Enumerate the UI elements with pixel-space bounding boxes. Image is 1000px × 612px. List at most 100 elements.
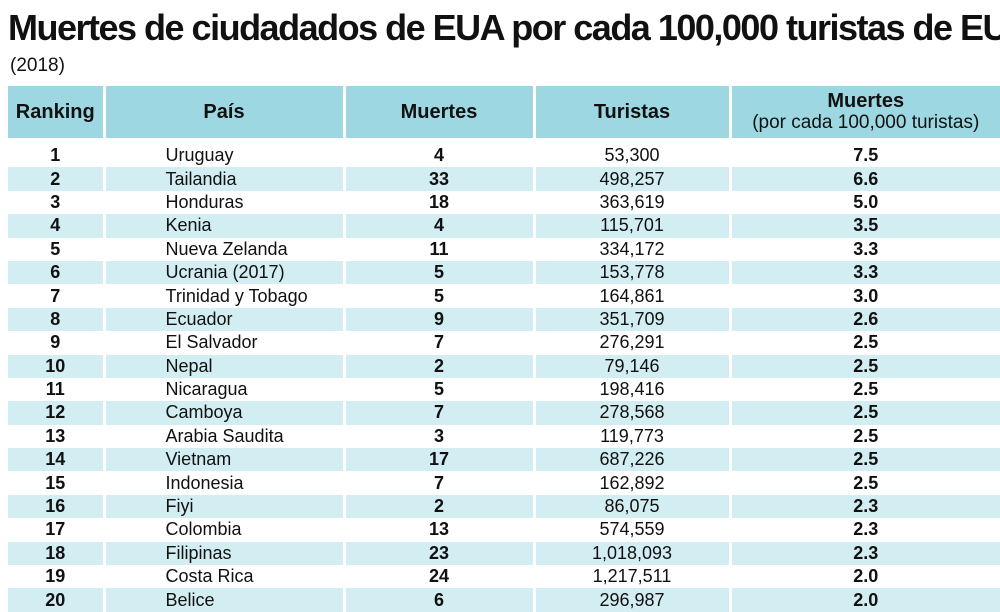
- cell-rank: 7: [8, 284, 104, 307]
- cell-country: Kenia: [104, 214, 344, 237]
- chart-title: Muertes de ciudadados de EUA por cada 10…: [8, 6, 1000, 50]
- cell-rate: 3.5: [730, 214, 1000, 237]
- cell-country: Vietnam: [104, 448, 344, 471]
- cell-deaths: 5: [344, 261, 534, 284]
- cell-rank: 9: [8, 331, 104, 354]
- cell-tourists: 153,778: [534, 261, 730, 284]
- cell-rank: 8: [8, 308, 104, 331]
- cell-rate: 3.3: [730, 261, 1000, 284]
- cell-country: Arabia Saudita: [104, 425, 344, 448]
- cell-deaths: 2: [344, 355, 534, 378]
- cell-rank: 1: [8, 138, 104, 167]
- cell-rank: 6: [8, 261, 104, 284]
- cell-tourists: 1,217,511: [534, 565, 730, 588]
- cell-tourists: 334,172: [534, 238, 730, 261]
- cell-deaths: 18: [344, 191, 534, 214]
- cell-tourists: 162,892: [534, 471, 730, 494]
- cell-country: Indonesia: [104, 471, 344, 494]
- cell-country: Tailandia: [104, 167, 344, 190]
- cell-rank: 5: [8, 238, 104, 261]
- cell-tourists: 79,146: [534, 355, 730, 378]
- header-muertes: Muertes: [344, 86, 534, 138]
- header-rate: Muertes (por cada 100,000 turistas): [730, 86, 1000, 138]
- cell-rate: 3.3: [730, 238, 1000, 261]
- cell-rate: 2.0: [730, 588, 1000, 611]
- cell-rank: 12: [8, 401, 104, 424]
- cell-country: Trinidad y Tobago: [104, 284, 344, 307]
- cell-rank: 10: [8, 355, 104, 378]
- cell-rate: 2.5: [730, 471, 1000, 494]
- header-ranking: Ranking: [8, 86, 104, 138]
- cell-deaths: 4: [344, 214, 534, 237]
- cell-rate: 2.3: [730, 542, 1000, 565]
- cell-tourists: 86,075: [534, 495, 730, 518]
- cell-tourists: 574,559: [534, 518, 730, 541]
- cell-rate: 7.5: [730, 138, 1000, 167]
- cell-rate: 2.0: [730, 565, 1000, 588]
- cell-rank: 16: [8, 495, 104, 518]
- cell-tourists: 351,709: [534, 308, 730, 331]
- cell-deaths: 7: [344, 331, 534, 354]
- cell-deaths: 4: [344, 138, 534, 167]
- table-header-row: Ranking País Muertes Turistas Muertes (p…: [8, 86, 1000, 138]
- cell-country: Camboya: [104, 401, 344, 424]
- cell-rank: 2: [8, 167, 104, 190]
- cell-rank: 4: [8, 214, 104, 237]
- cell-country: Filipinas: [104, 542, 344, 565]
- cell-deaths: 17: [344, 448, 534, 471]
- cell-deaths: 5: [344, 378, 534, 401]
- cell-deaths: 2: [344, 495, 534, 518]
- cell-rank: 15: [8, 471, 104, 494]
- chart-subtitle: (2018): [10, 54, 65, 78]
- cell-country: Fiyi: [104, 495, 344, 518]
- cell-country: Honduras: [104, 191, 344, 214]
- cell-deaths: 3: [344, 425, 534, 448]
- cell-rank: 18: [8, 542, 104, 565]
- cell-rate: 6.6: [730, 167, 1000, 190]
- header-rate-label: Muertes: [827, 90, 904, 112]
- cell-tourists: 115,701: [534, 214, 730, 237]
- cell-country: Nueva Zelanda: [104, 238, 344, 261]
- cell-rank: 20: [8, 588, 104, 611]
- cell-tourists: 1,018,093: [534, 542, 730, 565]
- cell-rate: 3.0: [730, 284, 1000, 307]
- cell-rate: 2.5: [730, 378, 1000, 401]
- cell-tourists: 53,300: [534, 138, 730, 167]
- cell-rank: 13: [8, 425, 104, 448]
- cell-tourists: 498,257: [534, 167, 730, 190]
- cell-country: Costa Rica: [104, 565, 344, 588]
- cell-country: Nicaragua: [104, 378, 344, 401]
- cell-tourists: 164,861: [534, 284, 730, 307]
- cell-deaths: 5: [344, 284, 534, 307]
- cell-tourists: 278,568: [534, 401, 730, 424]
- cell-deaths: 11: [344, 238, 534, 261]
- cell-deaths: 7: [344, 401, 534, 424]
- cell-country: Colombia: [104, 518, 344, 541]
- cell-deaths: 24: [344, 565, 534, 588]
- cell-rank: 14: [8, 448, 104, 471]
- header-rate-sublabel: (por cada 100,000 turistas): [732, 112, 1000, 134]
- cell-rate: 2.3: [730, 495, 1000, 518]
- cell-country: El Salvador: [104, 331, 344, 354]
- cell-rank: 17: [8, 518, 104, 541]
- cell-rate: 2.3: [730, 518, 1000, 541]
- cell-country: Ecuador: [104, 308, 344, 331]
- cell-rate: 2.5: [730, 401, 1000, 424]
- cell-deaths: 23: [344, 542, 534, 565]
- cell-deaths: 33: [344, 167, 534, 190]
